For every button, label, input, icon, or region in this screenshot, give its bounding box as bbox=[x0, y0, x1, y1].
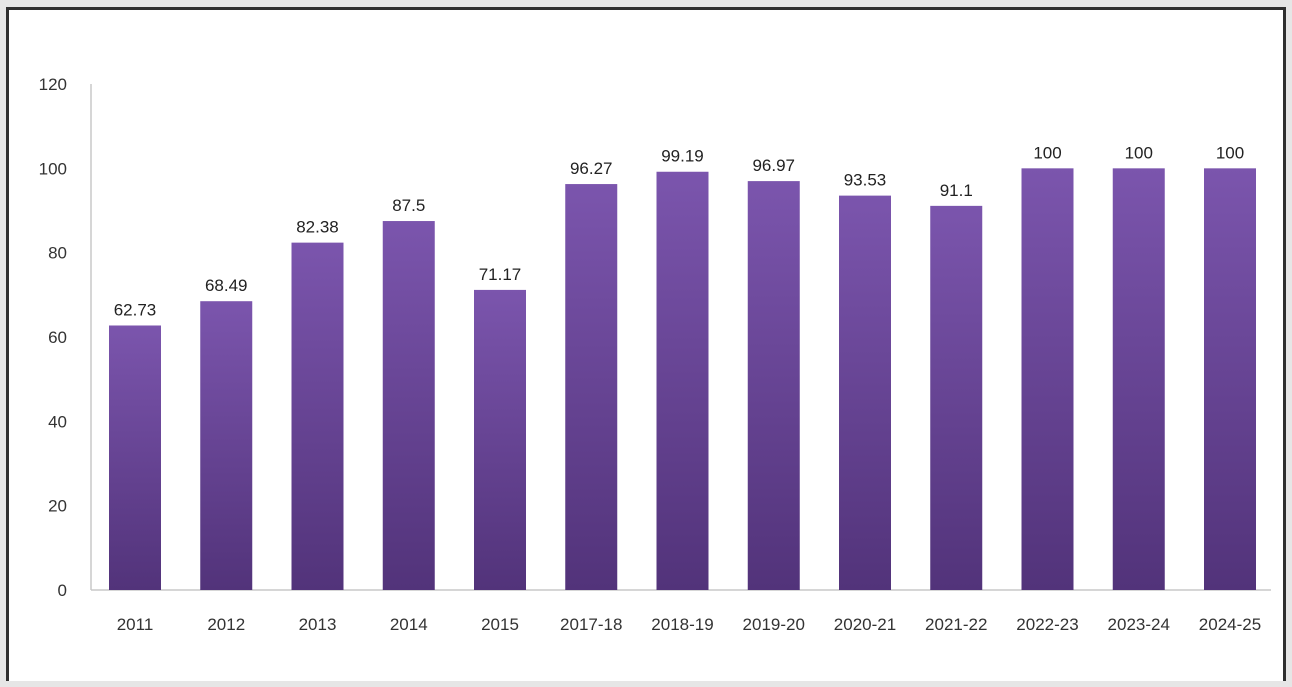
x-tick-label: 2017-18 bbox=[560, 615, 622, 634]
x-tick-label: 2019-20 bbox=[743, 615, 805, 634]
x-tick-label: 2011 bbox=[117, 615, 154, 634]
data-labels: 62.73 68.49 82.38 87.5 71.17 96.27 99.19 96.97 9… bbox=[114, 143, 1244, 319]
x-tick-label: 2021-22 bbox=[925, 615, 987, 634]
bar bbox=[1204, 168, 1256, 591]
data-label: 96.27 bbox=[570, 159, 613, 178]
y-tick-label: 80 bbox=[48, 244, 67, 263]
x-tick-label: 2013 bbox=[299, 615, 337, 634]
bar-chart: 0 20 40 60 80 100 120 2011 2012 2013 2014 2015 2017… bbox=[39, 75, 1271, 634]
data-label: 91.1 bbox=[940, 181, 973, 200]
x-axis: 2011 2012 2013 2014 2015 2017-18 2018-19 2019-2… bbox=[91, 589, 1271, 634]
bar bbox=[291, 242, 344, 591]
x-tick-label: 2018-19 bbox=[651, 615, 713, 634]
data-label: 100 bbox=[1033, 143, 1061, 162]
data-label: 68.49 bbox=[205, 276, 248, 295]
y-tick-label: 100 bbox=[39, 159, 67, 178]
x-tick-label: 2023-24 bbox=[1108, 615, 1170, 634]
data-label: 62.73 bbox=[114, 300, 157, 319]
bar bbox=[474, 289, 526, 590]
x-tick-label: 2014 bbox=[390, 615, 428, 634]
bars bbox=[109, 168, 1256, 591]
bar bbox=[200, 301, 253, 590]
x-tick-label: 2020-21 bbox=[834, 615, 896, 634]
data-label: 82.38 bbox=[296, 218, 339, 237]
data-label: 100 bbox=[1216, 143, 1244, 162]
x-tick-label: 2015 bbox=[481, 615, 519, 634]
bar bbox=[109, 325, 161, 590]
y-tick-label: 120 bbox=[39, 75, 67, 94]
x-tick-label: 2012 bbox=[207, 615, 245, 634]
y-tick-label: 60 bbox=[48, 328, 67, 347]
y-tick-label: 20 bbox=[48, 497, 67, 516]
bar bbox=[656, 171, 709, 590]
bar bbox=[839, 195, 891, 590]
data-label: 96.97 bbox=[752, 156, 795, 175]
y-tick-label: 0 bbox=[58, 581, 67, 600]
bar bbox=[565, 184, 618, 590]
bar bbox=[930, 205, 983, 590]
data-label: 99.19 bbox=[661, 147, 704, 166]
bar bbox=[1021, 168, 1074, 591]
data-label: 93.53 bbox=[844, 171, 887, 190]
bar bbox=[747, 181, 800, 590]
x-tick-label: 2024-25 bbox=[1199, 615, 1261, 634]
y-axis: 0 20 40 60 80 100 120 bbox=[39, 75, 92, 600]
bar bbox=[382, 221, 435, 590]
chart-frame: 0 20 40 60 80 100 120 2011 2012 2013 2014 2015 2017… bbox=[6, 7, 1286, 681]
y-tick-label: 40 bbox=[48, 412, 67, 431]
bar bbox=[1112, 168, 1165, 591]
x-tick-label: 2022-23 bbox=[1016, 615, 1078, 634]
data-label: 71.17 bbox=[479, 265, 522, 284]
data-label: 87.5 bbox=[392, 196, 425, 215]
data-label: 100 bbox=[1125, 143, 1153, 162]
